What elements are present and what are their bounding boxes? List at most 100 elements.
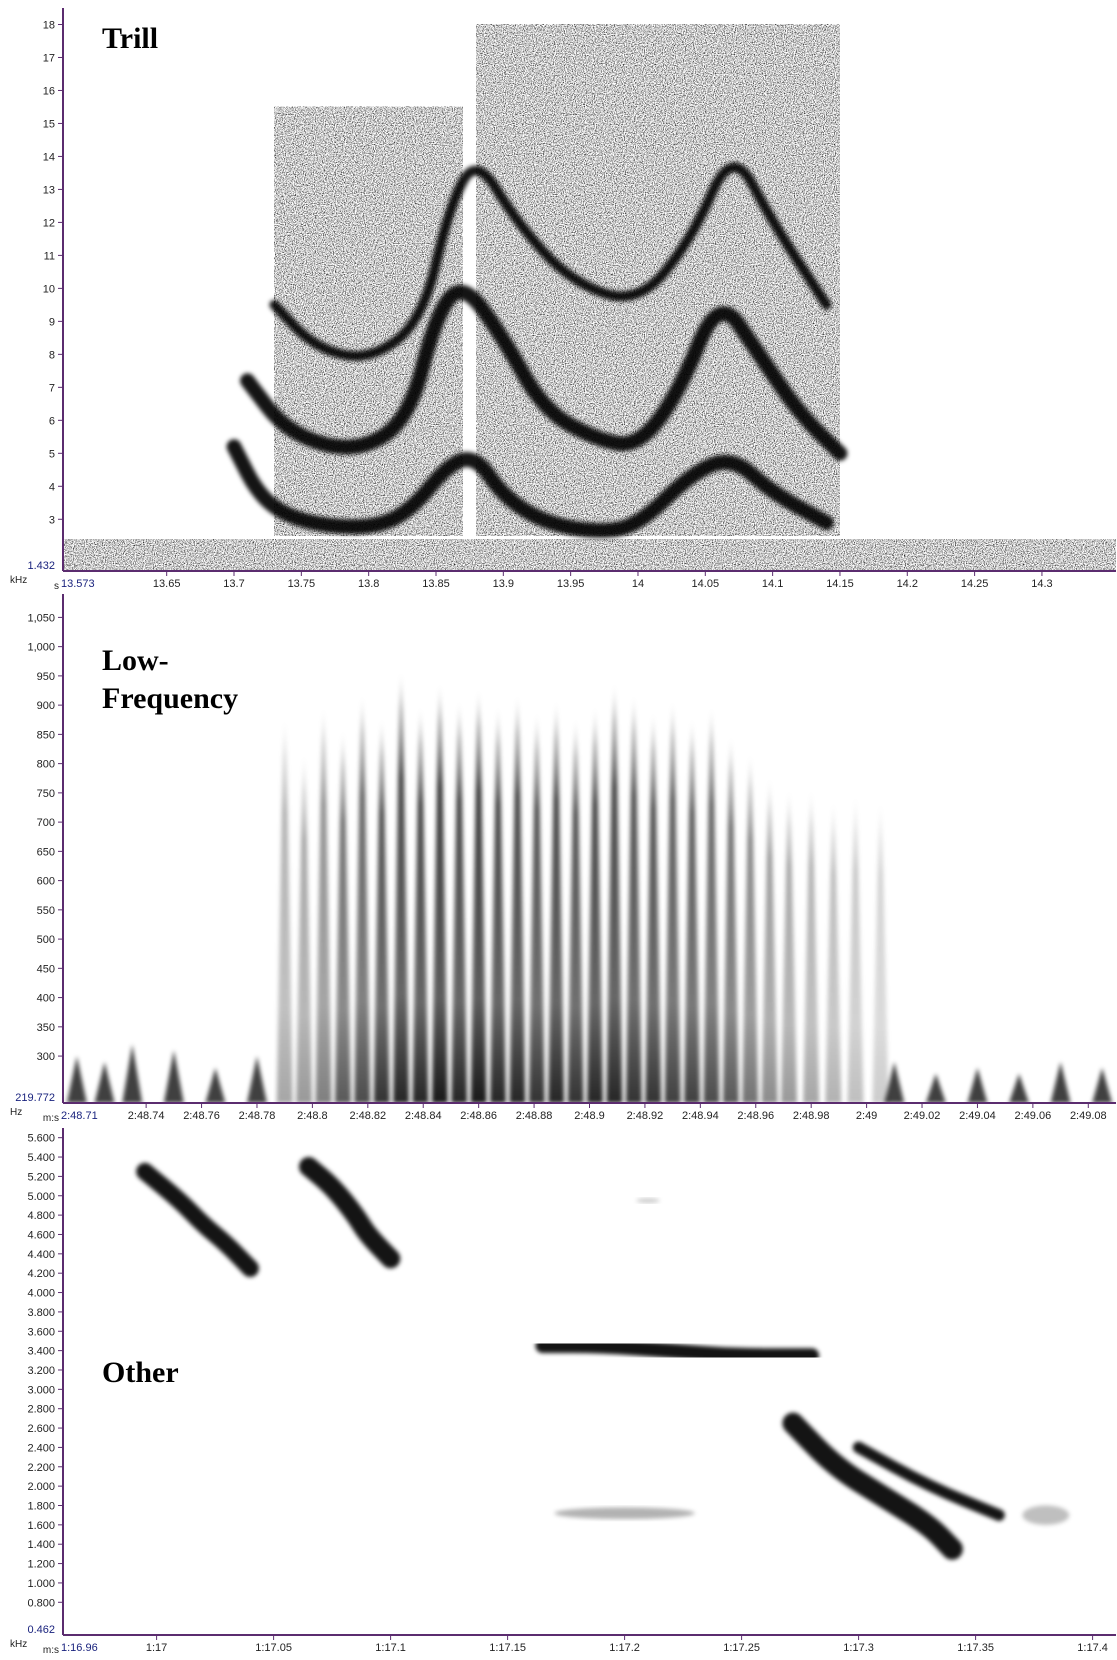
y-tick-label: 2.200 [27, 1462, 55, 1474]
y-tick-label: 1.600 [27, 1520, 55, 1532]
y-tick-label: 7 [49, 382, 55, 394]
faint-blob-0 [554, 1507, 695, 1520]
pulse-24 [742, 751, 759, 1103]
spectrogram-marks [66, 670, 1113, 1103]
y-tick-label: 4.400 [27, 1249, 55, 1261]
x-tick-label: 14.3 [1031, 578, 1052, 590]
pulse-2 [315, 705, 332, 1103]
x-tick-label: 1:17.1 [375, 1642, 406, 1654]
x-tick-label: 2:48.82 [349, 1110, 386, 1122]
y-tick-label: 2.400 [27, 1442, 55, 1454]
y-tick-label: 650 [37, 846, 55, 858]
y-tick-label: 600 [37, 876, 55, 888]
y-tick-label: 3 [49, 514, 55, 526]
y-tick-label: 5.600 [27, 1133, 55, 1145]
pulse-17 [606, 681, 623, 1103]
panel-title-line: Frequency [102, 682, 238, 715]
pulse-12 [509, 693, 526, 1103]
y-tick-label: 0.800 [27, 1597, 55, 1609]
floor-spike-1 [94, 1061, 115, 1103]
y-tick-label: 750 [37, 788, 55, 800]
pulse-22 [703, 705, 720, 1103]
x-tick-label: 1:17.25 [723, 1642, 760, 1654]
x-tick-label: 2:49 [856, 1110, 877, 1122]
pulse-16 [587, 705, 604, 1103]
pulse-6 [393, 670, 410, 1103]
x-tick-label: 13.8 [358, 578, 379, 590]
x-tick-label: 1:17.4 [1077, 1642, 1108, 1654]
spectrogram-marks [136, 1157, 1070, 1560]
x-tick-label: 13.9 [493, 578, 514, 590]
panel-title-line: Other [102, 1356, 179, 1389]
y-tick-label: 1.200 [27, 1559, 55, 1571]
y-tick-label: 17 [43, 52, 55, 64]
y-tick-label: 13 [43, 184, 55, 196]
pulse-4 [354, 693, 371, 1103]
spectrogram-marks [63, 24, 1116, 571]
y-tick-label: 14 [43, 151, 55, 163]
plot-area [63, 594, 1116, 1103]
y-tick-label: 550 [37, 905, 55, 917]
y-tick-label: 400 [37, 993, 55, 1005]
y-tick-label: 2.800 [27, 1404, 55, 1416]
trace-harmonic-2 [240, 284, 848, 461]
x-tick-label: 1:17.35 [957, 1642, 994, 1654]
y-unit-label: Hz [10, 1107, 22, 1118]
x-tick-label: 13.65 [153, 578, 181, 590]
y-tick-label: 5.200 [27, 1171, 55, 1183]
y-tick-label: 1.800 [27, 1500, 55, 1512]
pulse-23 [722, 734, 739, 1103]
pulse-9 [451, 699, 468, 1103]
energy-region-2 [63, 539, 1116, 571]
pulse-29 [847, 792, 864, 1103]
y-tick-label: 3.200 [27, 1365, 55, 1377]
y-tick-label: 450 [37, 963, 55, 975]
x-range-label: 13.573 [61, 578, 95, 590]
trace-harmonic-3 [269, 162, 832, 361]
y-tick-label: 900 [37, 700, 55, 712]
x-tick-label: 2:48.8 [297, 1110, 328, 1122]
pulse-28 [825, 798, 842, 1103]
floor-spike-8 [967, 1067, 988, 1103]
x-tick-label: 2:48.74 [128, 1110, 165, 1122]
x-tick-label: 14.1 [762, 578, 783, 590]
pulse-5 [373, 716, 390, 1103]
pulse-25 [761, 775, 778, 1103]
floor-spike-5 [246, 1056, 267, 1103]
x-tick-label: 2:48.9 [574, 1110, 605, 1122]
y-tick-label: 5 [49, 448, 55, 460]
x-tick-label: 2:48.78 [239, 1110, 276, 1122]
x-tick-label: 14.25 [961, 578, 989, 590]
floor-spike-3 [163, 1050, 184, 1103]
x-range-label: 2:48.71 [61, 1110, 98, 1122]
pulse-30 [872, 798, 889, 1103]
pulse-27 [803, 787, 820, 1103]
axes: 0.800 1.000 1.200 1.400 1.600 1.800 2.000 2.200… [10, 1128, 1116, 1656]
y-tick-label: 4.600 [27, 1229, 55, 1241]
panel-low-frequency: 300 350 400 450 500 550 600 650 700 750 800 850 900 9… [10, 594, 1116, 1124]
floor-spike-7 [925, 1073, 946, 1103]
panel-title-line: Low- [102, 644, 169, 677]
y-tick-label: 4.200 [27, 1268, 55, 1280]
floor-spike-2 [122, 1044, 143, 1103]
y-tick-label: 3.400 [27, 1346, 55, 1358]
plot-area [63, 1128, 1116, 1635]
y-tick-label: 10 [43, 283, 55, 295]
x-tick-label: 13.85 [422, 578, 450, 590]
panel-title: Low- Frequency [102, 644, 238, 715]
x-tick-label: 1:17.05 [255, 1642, 292, 1654]
x-unit-label: m:s [43, 1113, 59, 1124]
y-tick-label: 1.400 [27, 1539, 55, 1551]
y-tick-label: 4.800 [27, 1210, 55, 1222]
x-tick-label: 2:48.92 [627, 1110, 664, 1122]
y-tick-label: 1,050 [27, 612, 55, 624]
y-tick-label: 3.600 [27, 1326, 55, 1338]
y-tick-label: 350 [37, 1022, 55, 1034]
x-tick-label: 13.75 [288, 578, 316, 590]
pulse-18 [625, 693, 642, 1103]
y-tick-label: 800 [37, 759, 55, 771]
pulse-15 [567, 716, 584, 1103]
y-tick-label: 1.000 [27, 1578, 55, 1590]
faint-blob-2 [1022, 1505, 1070, 1525]
